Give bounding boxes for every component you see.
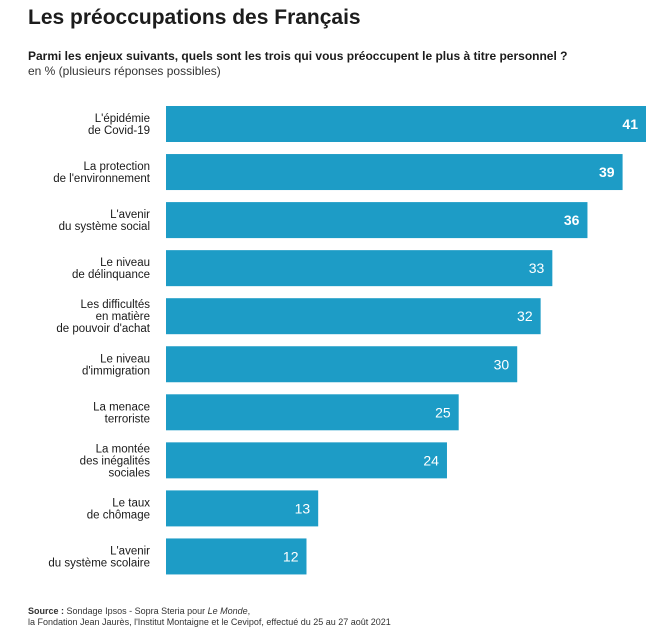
category-label: La montée des inégalités sociales [80,443,151,479]
source-line2: la Fondation Jean Jaurès, l'Institut Mon… [28,617,391,627]
bar [166,106,646,142]
category-label: L'avenir du système social [59,209,151,233]
bar [166,154,623,191]
bar-value-label: 41 [622,116,638,132]
bar-value-label: 13 [295,500,311,516]
chart-title: Les préoccupations des Français [28,6,361,29]
bar [166,250,553,287]
bar [166,202,588,239]
source-note: Source : Sondage Ipsos - Sopra Steria po… [28,606,391,628]
bar [166,394,459,431]
bar-value-label: 32 [517,308,533,324]
category-label: L'avenir du système scolaire [48,545,150,569]
category-label: Le niveau d'immigration [82,353,150,377]
bar [166,346,518,383]
bar-value-label: 12 [283,548,299,564]
category-label: Le niveau de délinquance [72,257,150,281]
source-label: Source : [28,606,65,616]
category-label: Le taux de chômage [87,497,151,521]
chart-subtitle: Parmi les enjeux suivants, quels sont le… [28,49,568,63]
source-punct: , [247,606,251,616]
bar [166,490,319,527]
bar [166,538,307,575]
bar [166,442,447,479]
source-text: Sondage Ipsos - Sopra Steria pour [66,606,206,616]
bar-value-label: 24 [423,452,439,468]
bar [166,298,541,335]
category-label: Les difficultés en matière de pouvoir d'ac… [56,299,150,335]
bar-value-label: 30 [494,356,510,372]
bar-chart: 41 L'épidémie de Covid-19 39 La protection de… [48,106,646,575]
bar-value-label: 25 [435,404,451,420]
bar-value-label: 39 [599,164,615,180]
source-publication: Le Monde [207,606,248,616]
bar-value-label: 36 [564,212,580,228]
category-label: La menace terroriste [93,401,150,425]
unit-note: en % (plusieurs réponses possibles) [28,64,221,78]
category-label: L'épidémie de Covid-19 [88,113,150,137]
bar-value-label: 33 [529,260,545,276]
category-label: La protection de l'environnement [53,161,151,185]
